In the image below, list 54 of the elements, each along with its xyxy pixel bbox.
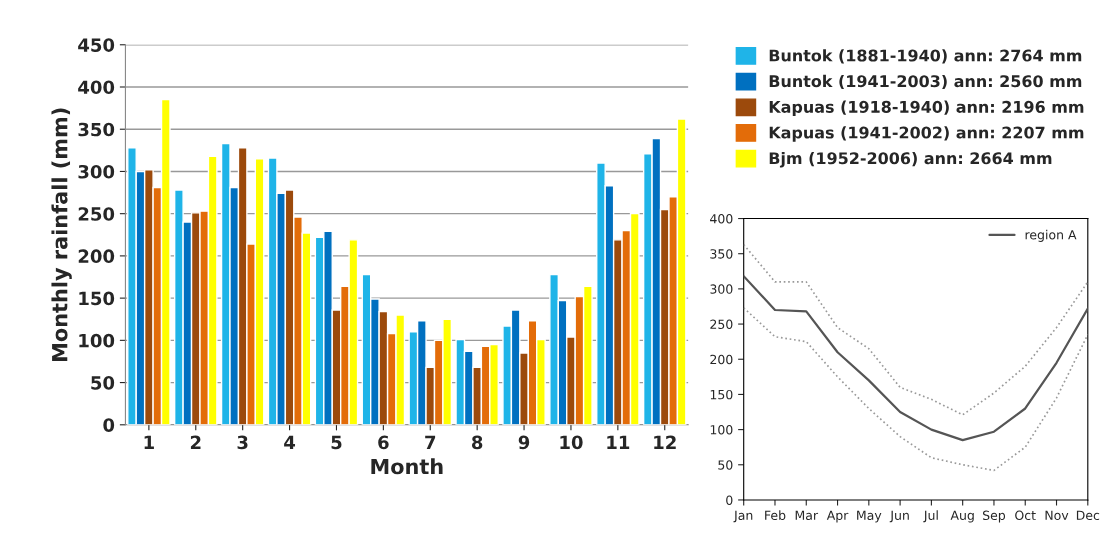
x-tick-label: 1 [144,435,154,449]
x-tick-label: 8 [471,435,483,450]
x-tick-label: May [857,510,882,523]
y-tick-label: 50 [718,460,733,470]
x-tick-label: 12 [654,435,676,449]
y-axis-title: Monthly rainfall (mm) [51,108,72,361]
y-tick-label: 200 [78,249,115,264]
legend-label: Kapuas (1918-1940) ann: 2196 mm [769,100,1084,117]
line-series [743,307,1088,472]
x-tick-label: 3 [237,435,248,450]
line-series [743,275,1088,442]
y-tick-label: 100 [79,333,115,348]
x-tick-label: 4 [284,435,296,449]
x-tick-label: Nov [1045,510,1069,521]
legend-label: Buntok (1941-2003) ann: 2560 mm [769,74,1082,90]
x-tick-label: 7 [425,435,436,449]
y-tick-label: 400 [710,214,733,224]
y-tick-label: 50 [91,376,115,390]
line-series [743,243,1088,416]
x-tick-label: Jul [923,510,938,523]
legend-label: Buntok (1881-1940) ann: 2764 mm [769,49,1082,64]
x-axis-title: Month [371,458,443,475]
x-tick-label: 10 [560,435,583,450]
y-tick-label: 300 [710,284,733,294]
x-tick-label: 6 [378,435,389,450]
x-tick-label: Sep [983,510,1006,523]
x-tick-label: Apr [826,510,849,523]
legend-label: Kapuas (1941-2002) ann: 2207 mm [769,126,1084,142]
y-tick-label: 350 [710,249,733,259]
x-tick-label: 5 [331,435,342,450]
x-tick-label: 11 [607,435,630,449]
y-tick-label: 0 [726,495,733,505]
x-tick-label: Feb [765,510,786,521]
y-tick-label: 200 [710,354,733,365]
y-tick-label: 150 [710,389,733,400]
x-tick-label: Oct [1015,510,1036,521]
y-tick-label: 0 [103,418,115,432]
x-tick-label: Aug [950,510,974,523]
y-tick-label: 250 [78,207,115,221]
x-tick-label: Jan [733,510,753,523]
y-tick-label: 450 [78,38,115,52]
x-tick-label: 2 [190,435,201,449]
x-tick-label: 9 [518,435,530,450]
y-tick-label: 250 [710,319,733,329]
x-tick-label: Jun [889,510,909,523]
y-tick-label: 100 [710,425,733,435]
legend-label: Bjm (1952-2006) ann: 2664 mm [769,151,1052,168]
x-tick-label: Mar [795,510,819,521]
legend-label: region A [1025,229,1077,242]
y-tick-label: 150 [79,291,115,306]
y-tick-label: 400 [78,80,115,95]
y-tick-label: 350 [78,122,115,137]
x-tick-label: Dec [1076,510,1100,521]
y-tick-label: 300 [78,164,115,179]
